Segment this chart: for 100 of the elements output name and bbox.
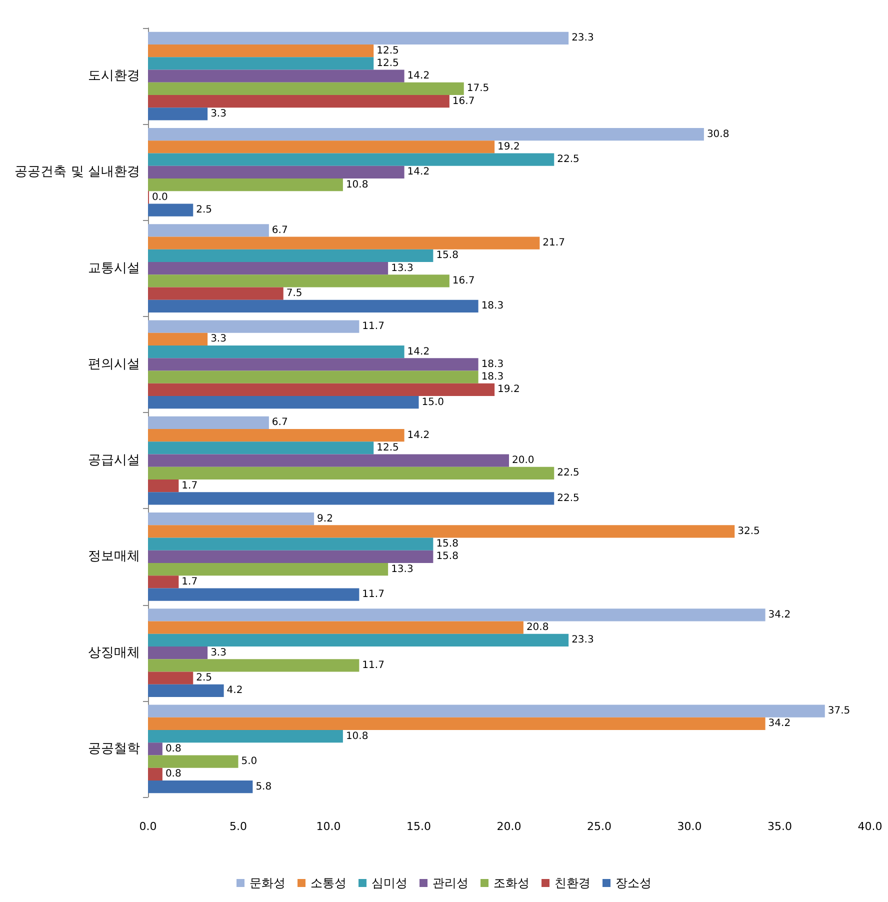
legend-label: 관리성 — [432, 876, 468, 890]
bar — [148, 512, 314, 526]
bar — [148, 659, 360, 672]
data-label: 13.3 — [391, 262, 414, 274]
bar — [148, 480, 179, 492]
bar — [148, 236, 540, 250]
bar — [148, 249, 434, 262]
bar — [148, 70, 404, 82]
data-label: 19.2 — [498, 384, 520, 396]
data-label: 23.3 — [572, 634, 594, 646]
bar — [148, 128, 704, 141]
data-label: 11.7 — [362, 321, 384, 332]
data-label: 9.2 — [317, 513, 333, 524]
data-label: 15.8 — [436, 551, 458, 562]
bar — [148, 44, 374, 58]
bar — [148, 358, 478, 371]
data-label: 10.8 — [346, 179, 368, 190]
bar — [148, 178, 343, 192]
bar — [148, 320, 360, 333]
data-label: 16.7 — [452, 275, 475, 286]
data-label: 2.5 — [196, 672, 212, 684]
y-tick-label: 상징매체 — [88, 645, 140, 660]
legend-label: 장소성 — [616, 876, 652, 890]
bar — [148, 166, 404, 179]
data-label: 15.8 — [436, 538, 458, 550]
data-label: 2.5 — [196, 204, 212, 216]
bar — [148, 634, 569, 646]
bar — [148, 780, 253, 794]
data-label: 1.7 — [182, 576, 198, 588]
bar — [148, 550, 434, 564]
bar — [148, 95, 450, 108]
data-label: 23.3 — [572, 32, 594, 44]
legend-label: 친환경 — [554, 876, 590, 890]
x-tick-label: 0.0 — [139, 820, 157, 833]
data-label: 34.2 — [768, 609, 791, 620]
bar — [148, 428, 404, 442]
data-label: 21.7 — [542, 238, 565, 249]
y-tick-label: 정보매체 — [88, 549, 140, 564]
data-label: 30.8 — [706, 128, 730, 140]
data-label: 19.2 — [498, 141, 520, 152]
bar — [148, 730, 343, 743]
data-label: 11.7 — [362, 660, 384, 671]
data-label: 14.2 — [407, 70, 430, 82]
y-tick-label: 공급시설 — [88, 453, 140, 468]
x-tick-label: 35.0 — [768, 820, 792, 833]
data-label: 3.3 — [210, 108, 226, 120]
bar — [148, 332, 208, 346]
bar — [148, 224, 269, 237]
data-label: 6.7 — [272, 417, 288, 428]
data-label: 14.2 — [407, 346, 430, 358]
bar — [148, 383, 495, 396]
bar — [148, 345, 404, 358]
data-label: 15.8 — [436, 250, 458, 262]
data-label: 18.3 — [481, 358, 504, 370]
data-label: 3.3 — [210, 334, 226, 345]
bar — [148, 466, 554, 480]
bar — [148, 108, 208, 120]
bar — [148, 204, 194, 216]
bar — [148, 576, 179, 588]
bar — [148, 454, 509, 467]
data-label: 1.7 — [182, 480, 198, 492]
bar — [148, 684, 224, 698]
legend-label: 심미성 — [372, 876, 408, 890]
x-tick-label: 30.0 — [677, 820, 702, 833]
bar — [148, 621, 524, 634]
data-label: 10.8 — [346, 730, 368, 742]
data-label: 6.7 — [272, 224, 288, 236]
data-label: 13.3 — [391, 564, 414, 575]
y-tick-label: 공공건축 및 실내환경 — [14, 164, 140, 180]
data-label: 12.5 — [376, 442, 399, 454]
data-label: 4.2 — [226, 685, 243, 696]
y-tick-label: 도시환경 — [88, 68, 140, 84]
bar — [148, 396, 419, 409]
data-label: 7.5 — [286, 288, 302, 300]
data-label: 12.5 — [376, 45, 399, 56]
data-label: 14.2 — [407, 166, 430, 178]
data-label: 32.5 — [738, 526, 760, 537]
data-label: 20.8 — [526, 622, 549, 634]
bar — [148, 588, 360, 601]
bar — [148, 742, 162, 756]
data-label: 3.3 — [210, 647, 226, 658]
bar — [148, 538, 434, 550]
x-tick-label: 15.0 — [406, 820, 431, 833]
data-label: 34.2 — [768, 718, 791, 730]
bar — [148, 768, 162, 781]
x-tick-label: 25.0 — [587, 820, 612, 833]
bar — [148, 442, 374, 454]
bar — [148, 82, 464, 96]
data-label: 12.5 — [376, 58, 399, 69]
bar — [148, 262, 388, 275]
data-label: 22.5 — [557, 468, 580, 479]
x-tick-label: 20.0 — [496, 820, 522, 833]
x-tick-label: 40.0 — [858, 820, 882, 833]
data-label: 5.0 — [241, 756, 258, 768]
bar — [148, 140, 495, 154]
data-label: 14.2 — [407, 430, 430, 441]
data-label: 22.5 — [557, 154, 580, 166]
data-label: 5.8 — [256, 781, 272, 792]
legend-label: 조화성 — [494, 876, 530, 890]
bar — [148, 57, 374, 70]
